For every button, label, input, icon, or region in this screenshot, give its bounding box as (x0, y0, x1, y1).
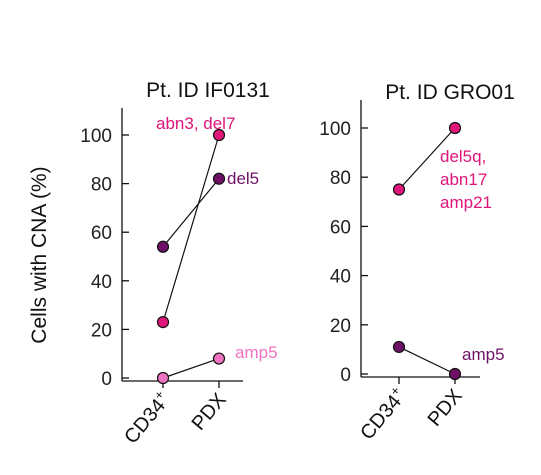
panel-2: Pt. ID GRO01 0 20 40 60 80 100 CD34+ PDX del5q, ab… (319, 81, 514, 444)
series-line (162, 134, 220, 323)
y-tick-label: 80 (91, 175, 112, 196)
data-point (212, 128, 226, 142)
y-tick-label: 20 (91, 320, 112, 341)
data-point (448, 121, 462, 135)
series-line (162, 178, 220, 248)
series-annotation: amp5 (235, 343, 278, 362)
data-point (392, 183, 406, 196)
panel-title: Pt. ID GRO01 (385, 81, 515, 104)
panel-title: Pt. ID IF0131 (146, 79, 270, 102)
y-tick-label: 40 (330, 267, 351, 288)
panel-1: Pt. ID IF0131 0 20 40 60 80 100 CD34+ PDX abn3, d… (80, 79, 277, 448)
data-point (212, 172, 226, 185)
x-tick-label: PDX (188, 389, 231, 435)
y-tick-label: 100 (80, 126, 112, 147)
x-tick-label: CD34+ (354, 383, 411, 444)
series-annotation: amp5 (462, 345, 505, 364)
y-axis-label: Cells with CNA (%) (28, 166, 51, 343)
y-tick-label: 0 (101, 369, 112, 390)
data-point (392, 340, 406, 354)
data-point (448, 367, 462, 381)
data-point (156, 371, 170, 385)
series-line (162, 357, 220, 379)
y-tick-label: 80 (330, 168, 351, 189)
y-tick-label: 60 (91, 223, 112, 244)
series-line (398, 346, 456, 375)
data-point (156, 316, 170, 329)
y-tick-label: 100 (319, 119, 351, 140)
data-point (156, 240, 170, 253)
series-annotation: del5 (227, 169, 259, 188)
x-tick-label: PDX (424, 385, 467, 431)
data-point (212, 352, 226, 365)
series-annotation: del5q, abn17 amp21 (440, 147, 492, 212)
x-tick-label: CD34+ (118, 387, 175, 448)
y-tick-label: 40 (91, 272, 112, 293)
series-annotation: abn3, del7 (156, 114, 235, 133)
y-tick-label: 0 (340, 365, 351, 386)
series-line (398, 127, 456, 190)
y-tick-label: 20 (330, 316, 351, 337)
y-tick-label: 60 (330, 217, 351, 238)
